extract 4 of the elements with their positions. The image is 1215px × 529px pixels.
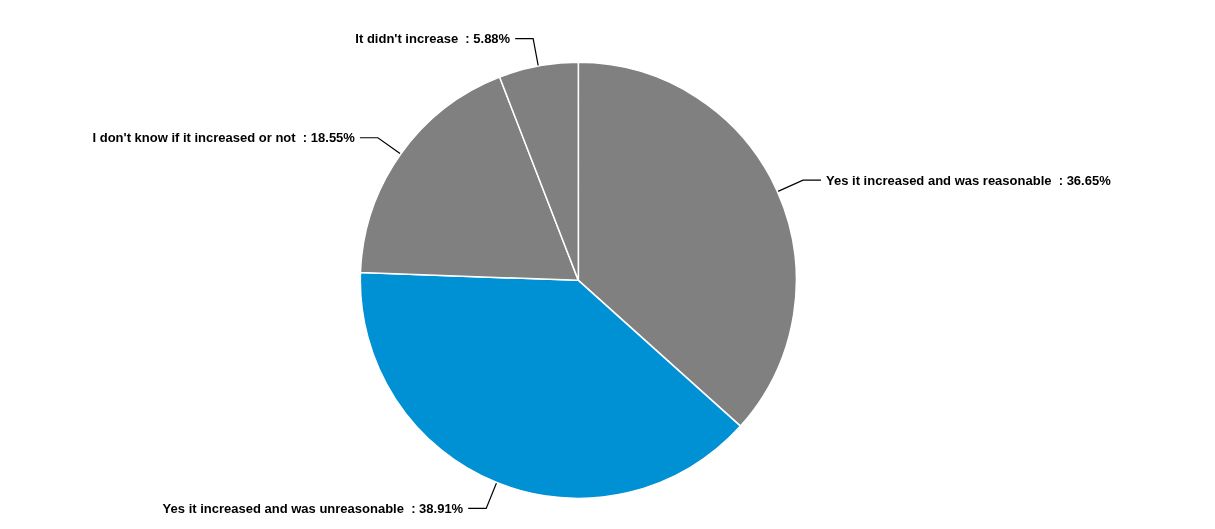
slice-label: Yes it increased and was unreasonable : 38.91%	[162, 500, 464, 516]
slice-label: Yes it increased and was reasonable : 36.65%	[826, 172, 1112, 188]
slice-label: It didn't increase : 5.88%	[355, 31, 511, 47]
slice-label: I don't know if it increased or not : 18.55%	[92, 130, 356, 146]
